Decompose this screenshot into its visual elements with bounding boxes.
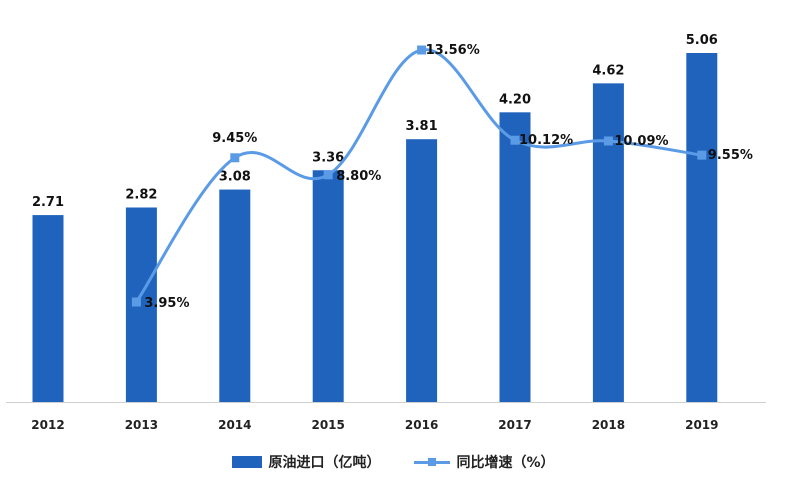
legend-item-growth: 同比增速（%） (414, 452, 555, 472)
rate-label-2018: 10.09% (614, 134, 668, 149)
bar-2016 (406, 139, 438, 403)
legend-label-growth: 同比增速（%） (456, 455, 555, 471)
tick-label-2014: 2014 (218, 418, 251, 432)
rate-label-2013: 3.95% (144, 296, 189, 311)
tick-label-2012: 2012 (31, 418, 64, 432)
rate-marker-2015 (323, 170, 333, 180)
rate-marker-2018 (603, 136, 613, 146)
bar-label-2012: 2.71 (32, 195, 64, 210)
tick-label-2015: 2015 (311, 418, 344, 432)
legend-swatch-bar (232, 456, 263, 468)
rate-marker-2019 (697, 150, 707, 160)
legend-label-imports: 原油进口（亿吨） (268, 455, 381, 471)
legend: 原油进口（亿吨） 同比增速（%） (0, 452, 787, 472)
tick-label-2016: 2016 (405, 418, 438, 432)
bar-2012 (32, 215, 64, 402)
rate-label-2017: 10.12% (519, 133, 573, 148)
tick-label-2017: 2017 (498, 418, 531, 432)
rate-marker-2014 (230, 153, 240, 163)
bar-series (32, 53, 718, 403)
legend-item-imports: 原油进口（亿吨） (232, 452, 380, 472)
bar-value-labels: 2.71 2.82 3.08 3.36 3.81 4.20 4.62 5.06 (32, 33, 718, 210)
rate-label-2014: 9.45% (212, 131, 257, 146)
bar-2013 (125, 207, 157, 402)
chart-canvas: 2.712.823.083.363.814.204.625.06 2012 201… (6, 33, 766, 432)
rate-label-2015: 8.80% (336, 169, 381, 184)
bar-label-2018: 4.62 (592, 63, 624, 78)
bar-label-2017: 4.20 (499, 92, 531, 107)
growth-rate-markers (131, 45, 707, 307)
x-axis-tick-labels: 2012 2013 2014 2015 2016 2017 2018 2019 (31, 418, 718, 432)
tick-label-2019: 2019 (685, 418, 718, 432)
bar-2019 (686, 53, 718, 402)
rate-label-2016: 13.56% (426, 43, 480, 58)
bar-label-2014: 3.08 (219, 170, 251, 185)
bar-2015 (312, 170, 344, 402)
bar-label-2016: 3.81 (406, 119, 438, 134)
bar-2014 (219, 189, 251, 402)
bar-label-2013: 2.82 (125, 187, 157, 202)
tick-label-2018: 2018 (592, 418, 625, 432)
bar-label-2019: 5.06 (686, 33, 718, 48)
bar-label-2015: 3.36 (312, 150, 344, 165)
rate-label-2019: 9.55% (708, 148, 753, 163)
bar-2018 (592, 83, 624, 402)
bar-2017 (499, 112, 531, 402)
rate-marker-2017 (510, 135, 520, 145)
growth-rate-labels: 3.95% 9.45% 8.80% 13.56% 10.12% 10.09% 9.55% (144, 43, 753, 311)
rate-marker-2013 (131, 297, 141, 307)
legend-swatch-line (414, 456, 451, 468)
tick-label-2013: 2013 (125, 418, 158, 432)
rate-marker-2016 (417, 45, 427, 55)
